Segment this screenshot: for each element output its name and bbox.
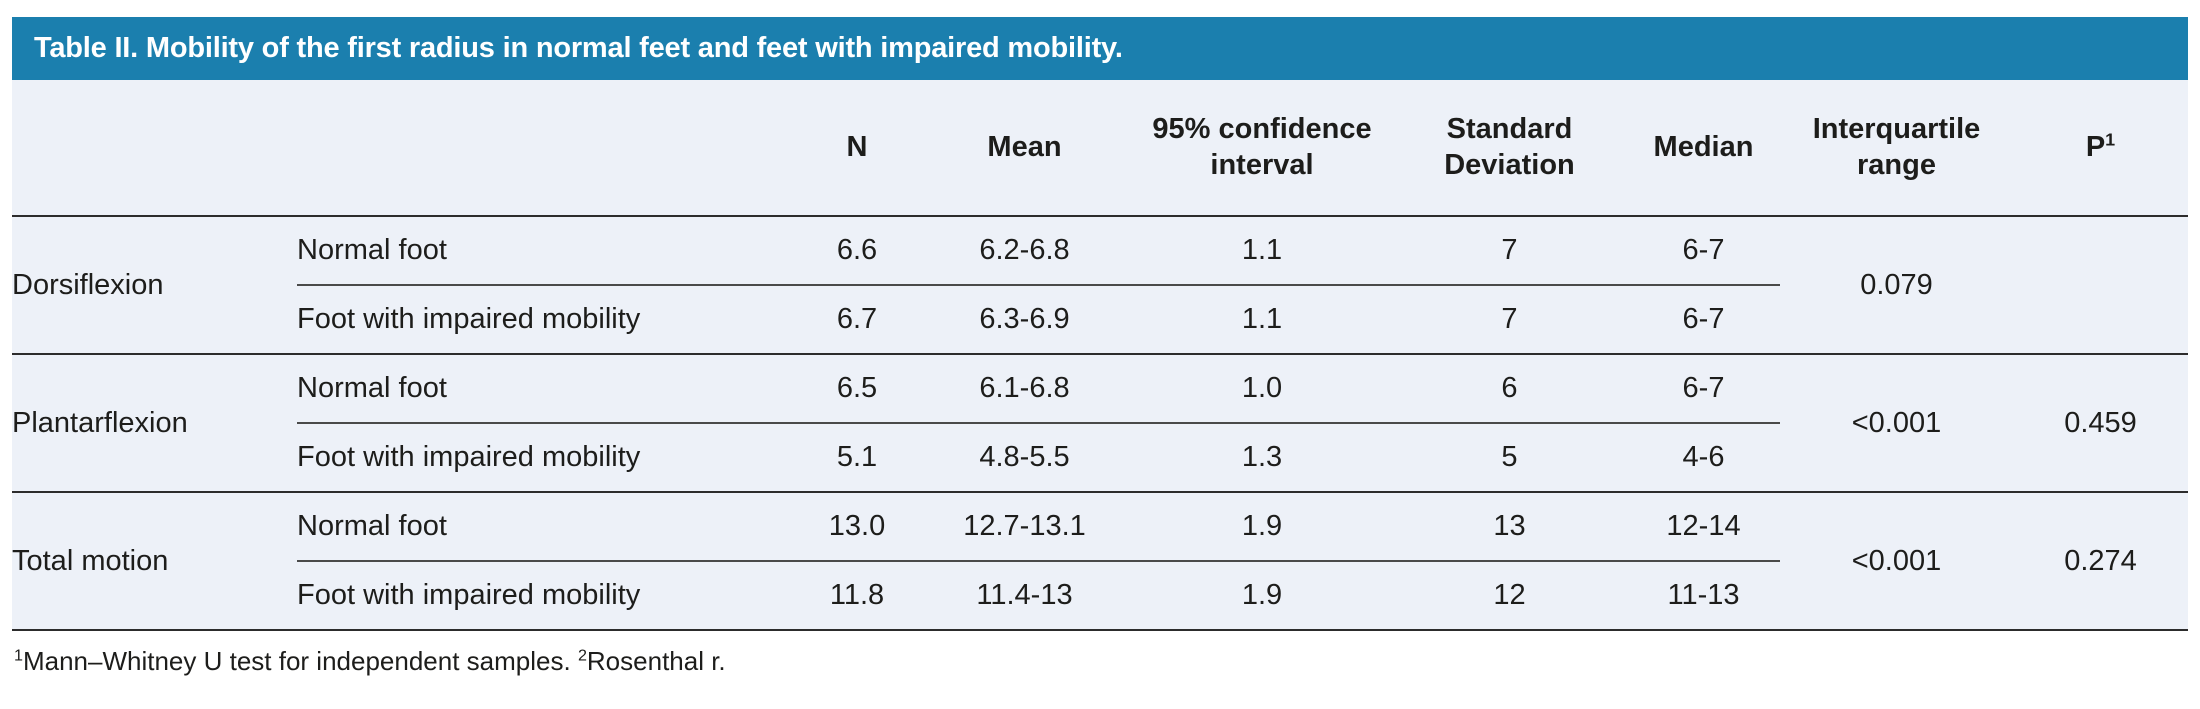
sublabel-cell: Foot with impaired mobility — [297, 561, 797, 631]
sd-cell: 13 — [1392, 492, 1627, 562]
n-cell: 6.5 — [797, 354, 917, 424]
page: Table II. Mobility of the first radius i… — [0, 17, 2200, 709]
header-standard-deviation: Standard Deviation — [1392, 80, 1627, 217]
header-median: Median — [1627, 80, 1780, 217]
sd-cell: 6 — [1392, 354, 1627, 424]
n-cell: 11.8 — [797, 561, 917, 631]
header-confidence-interval: 95% confidence interval — [1132, 80, 1392, 217]
header-mean: Mean — [917, 80, 1132, 217]
table-row: Dorsiflexion Normal foot 6.6 6.2-6.8 1.1… — [12, 216, 2188, 355]
ci-cell: 1.1 — [1132, 216, 1392, 286]
iqr-cell: <0.001 — [1780, 492, 2013, 631]
group-label-total-motion: Total motion — [12, 492, 297, 631]
table-title-bar: Table II. Mobility of the first radius i… — [12, 17, 2188, 80]
sd-cell: 5 — [1392, 423, 1627, 493]
ci-cell: 1.3 — [1132, 423, 1392, 493]
header-interquartile-range: Interquartile range — [1780, 80, 2013, 217]
footnote-text-2: Rosenthal r. — [586, 646, 726, 676]
header-p: P1 — [2013, 80, 2188, 217]
p-cell: 0.274 — [2013, 492, 2188, 631]
iqr-cell: 0.079 — [1780, 216, 2013, 355]
sublabel-cell: Normal foot — [297, 354, 797, 424]
median-cell: 11-13 — [1627, 561, 1780, 631]
median-cell: 6-7 — [1627, 285, 1780, 355]
ci-cell: 1.9 — [1132, 561, 1392, 631]
footnote-superscript-1: 1 — [14, 646, 23, 665]
ci-cell: 1.0 — [1132, 354, 1392, 424]
sd-cell: 12 — [1392, 561, 1627, 631]
group-label-plantarflexion: Plantarflexion — [12, 354, 297, 493]
header-p-superscript: 1 — [2105, 129, 2116, 150]
sublabel-cell: Normal foot — [297, 492, 797, 562]
footnote-superscript-2: 2 — [577, 646, 587, 665]
header-row: N Mean 95% confidence interval Standard … — [12, 80, 2188, 217]
sublabel-cell: Normal foot — [297, 216, 797, 286]
mean-cell: 6.3-6.9 — [917, 285, 1132, 355]
mean-cell: 6.1-6.8 — [917, 354, 1132, 424]
footnote-text-1: Mann–Whitney U test for independent samp… — [22, 646, 578, 676]
header-sublabel-empty — [297, 80, 797, 217]
sublabel-cell: Foot with impaired mobility — [297, 285, 797, 355]
header-group-empty — [12, 80, 297, 217]
median-cell: 6-7 — [1627, 216, 1780, 286]
header-p-label: P — [2085, 130, 2106, 163]
table-row: Foot with impaired mobility 11.8 11.4-13… — [12, 561, 2188, 631]
mobility-table: N Mean 95% confidence interval Standard … — [12, 80, 2188, 631]
sd-cell: 7 — [1392, 216, 1627, 286]
n-cell: 13.0 — [797, 492, 917, 562]
mean-cell: 4.8-5.5 — [917, 423, 1132, 493]
mean-cell: 6.2-6.8 — [917, 216, 1132, 286]
sd-cell: 7 — [1392, 285, 1627, 355]
iqr-cell: <0.001 — [1780, 354, 2013, 493]
sublabel-cell: Foot with impaired mobility — [297, 423, 797, 493]
table-footnote: 1Mann–Whitney U test for independent sam… — [14, 646, 2200, 677]
p-cell: 0.459 — [2013, 354, 2188, 493]
table-row: Total motion Normal foot 13.0 12.7-13.1 … — [12, 492, 2188, 631]
ci-cell: 1.9 — [1132, 492, 1392, 562]
p-cell — [2013, 216, 2188, 355]
median-cell: 6-7 — [1627, 354, 1780, 424]
table-row: Foot with impaired mobility 6.7 6.3-6.9 … — [12, 285, 2188, 355]
mean-cell: 11.4-13 — [917, 561, 1132, 631]
table-title: Table II. Mobility of the first radius i… — [34, 32, 1123, 64]
n-cell: 5.1 — [797, 423, 917, 493]
group-label-dorsiflexion: Dorsiflexion — [12, 216, 297, 355]
median-cell: 4-6 — [1627, 423, 1780, 493]
table-row: Foot with impaired mobility 5.1 4.8-5.5 … — [12, 423, 2188, 493]
median-cell: 12-14 — [1627, 492, 1780, 562]
ci-cell: 1.1 — [1132, 285, 1392, 355]
table-row: Plantarflexion Normal foot 6.5 6.1-6.8 1… — [12, 354, 2188, 493]
n-cell: 6.7 — [797, 285, 917, 355]
header-n: N — [797, 80, 917, 217]
mean-cell: 12.7-13.1 — [917, 492, 1132, 562]
n-cell: 6.6 — [797, 216, 917, 286]
